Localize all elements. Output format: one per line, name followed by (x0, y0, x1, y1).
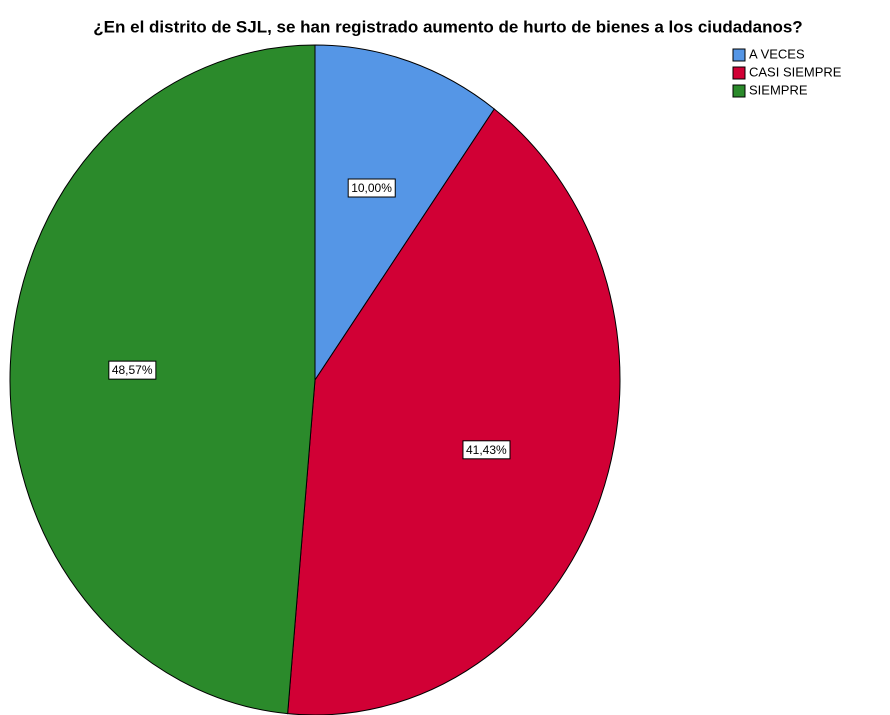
data-label-text: 41,43% (466, 443, 507, 457)
pie-slice (9, 44, 316, 715)
data-label: 10,00% (347, 178, 396, 198)
legend-swatch (732, 84, 746, 98)
legend-swatch (732, 48, 746, 62)
legend-swatch (732, 66, 746, 80)
legend-label: A VECES (749, 46, 805, 61)
legend-label: CASI SIEMPRE (749, 64, 842, 79)
pie-slice (314, 44, 495, 382)
data-label: 41,43% (462, 440, 511, 460)
data-label-box (108, 360, 157, 380)
data-label-text: 48,57% (112, 363, 153, 377)
data-label-box (462, 440, 511, 460)
legend-label: SIEMPRE (749, 82, 808, 97)
data-label: 48,57% (108, 360, 157, 380)
data-label-box (347, 178, 396, 198)
pie-slice (287, 108, 621, 715)
chart-title: ¿En el distrito de SJL, se han registrad… (93, 17, 802, 36)
data-label-text: 10,00% (351, 181, 392, 195)
